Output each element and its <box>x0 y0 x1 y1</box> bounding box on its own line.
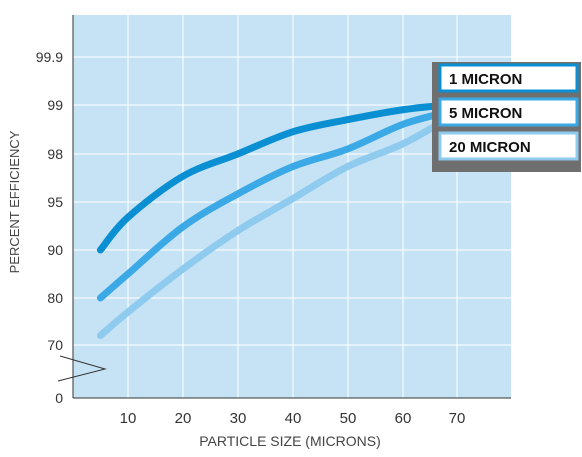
y-tick-label: 70 <box>47 337 63 353</box>
series-line-20-micron <box>96 116 450 340</box>
x-tick-label: 60 <box>395 410 412 427</box>
series-line-1-micron <box>96 101 450 254</box>
x-tick-label: 20 <box>175 410 192 427</box>
series-layer <box>96 101 450 340</box>
y-axis-label: PERCENT EFFICIENCY <box>7 130 22 273</box>
y-tick-label: 95 <box>47 194 63 210</box>
x-tick-label: 70 <box>449 410 466 427</box>
y-tick-labels: 0 70 80 90 95 98 99 99.9 <box>36 49 63 406</box>
legend-item-20-micron <box>438 131 579 161</box>
x-tick-label: 40 <box>285 410 302 427</box>
legend-item-5-micron <box>438 97 579 127</box>
legend-label: 5 MICRON <box>449 105 522 122</box>
legend-item-1-micron <box>438 63 579 93</box>
y-tick-label: 99.9 <box>36 49 63 65</box>
x-tick-label: 50 <box>340 410 357 427</box>
legend-label: 1 MICRON <box>449 71 522 88</box>
series-line-5-micron <box>96 108 450 302</box>
axis-break-mark <box>57 355 107 382</box>
legend: 1 MICRON 5 MICRON 20 MICRON <box>432 62 581 172</box>
y-tick-label: 99 <box>47 97 63 113</box>
y-tick-label: 90 <box>47 242 63 258</box>
y-tick-label: 80 <box>47 290 63 306</box>
y-tick-label: 98 <box>47 146 63 162</box>
legend-label: 20 MICRON <box>449 139 531 156</box>
y-tick-label: 0 <box>55 390 63 406</box>
x-tick-labels: 10 20 30 40 50 60 70 <box>120 410 466 427</box>
x-tick-label: 30 <box>230 410 247 427</box>
x-axis-label: PARTICLE SIZE (MICRONS) <box>199 433 381 449</box>
x-tick-label: 10 <box>120 410 137 427</box>
